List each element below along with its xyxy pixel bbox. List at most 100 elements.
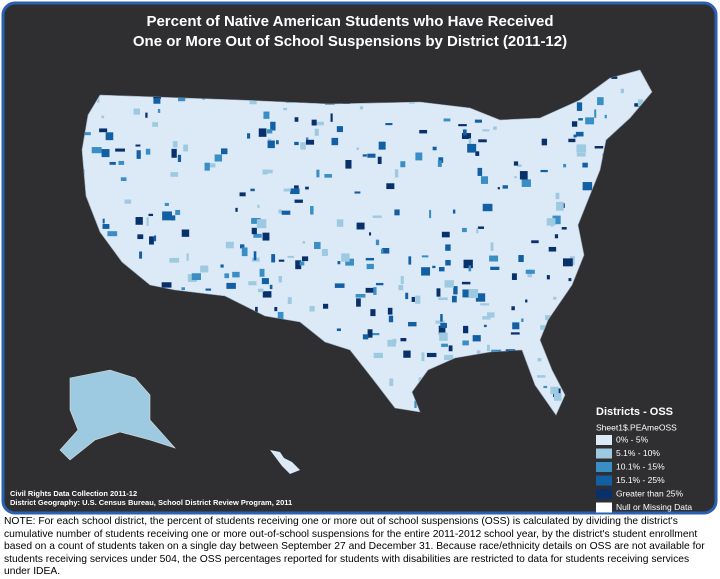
district-patch	[381, 248, 384, 254]
district-patch	[257, 288, 264, 293]
legend-swatch	[596, 502, 612, 513]
district-patch	[239, 192, 246, 197]
district-patch	[555, 192, 560, 200]
district-patch	[365, 257, 375, 261]
district-patch	[115, 148, 125, 152]
district-patch	[637, 99, 644, 107]
district-patch	[441, 343, 448, 347]
district-patch	[472, 335, 481, 342]
district-patch	[261, 278, 269, 285]
district-patch	[152, 122, 159, 127]
district-patch	[321, 249, 328, 256]
district-patch	[483, 324, 487, 328]
district-patch	[102, 218, 105, 224]
district-patch	[525, 269, 535, 274]
alaska	[59, 369, 176, 461]
district-patch	[263, 111, 270, 119]
district-patch	[594, 146, 604, 149]
district-patch	[365, 287, 376, 293]
district-patch	[502, 185, 508, 189]
district-patch	[477, 226, 485, 229]
district-patch	[232, 271, 240, 278]
district-patch	[278, 275, 283, 283]
title-line: One or More Out of School Suspensions by…	[133, 33, 567, 50]
district-patch	[585, 117, 595, 125]
district-patch	[118, 160, 125, 165]
district-patch	[135, 217, 143, 225]
legend-label: 10.1% - 15%	[616, 461, 665, 471]
district-patch	[220, 148, 228, 155]
district-patch	[468, 288, 479, 298]
district-patch	[277, 311, 284, 321]
district-patch	[438, 157, 444, 163]
district-patch	[359, 106, 364, 110]
legend-title: Districts - OSS	[596, 406, 673, 418]
legend-swatch	[596, 462, 612, 472]
district-patch	[207, 163, 216, 168]
district-patch	[302, 241, 306, 244]
district-patch	[287, 297, 292, 305]
district-patch	[525, 299, 528, 303]
district-patch	[262, 232, 270, 241]
district-patch	[169, 257, 180, 263]
source-line: District Geography: U.S. Census Bureau, …	[10, 498, 292, 507]
source-line: Civil Rights Data Collection 2011-12	[10, 489, 137, 498]
district-patch	[576, 144, 587, 153]
district-patch	[440, 314, 443, 322]
district-patch	[467, 143, 477, 153]
district-patch	[554, 393, 562, 401]
district-patch	[373, 287, 377, 295]
district-patch	[97, 96, 100, 103]
district-patch	[276, 140, 279, 145]
district-patch	[497, 187, 500, 190]
district-patch	[462, 340, 469, 346]
district-patch	[556, 201, 564, 211]
district-patch	[537, 358, 542, 362]
district-patch	[262, 291, 272, 298]
district-patch	[101, 149, 110, 158]
district-patch	[458, 124, 467, 127]
district-patch	[546, 275, 550, 280]
district-patch	[316, 169, 320, 178]
district-patch	[394, 209, 400, 216]
district-patch	[392, 338, 397, 344]
district-patch	[377, 156, 382, 165]
district-patch	[439, 332, 448, 341]
district-patch	[305, 139, 315, 145]
district-patch	[372, 215, 382, 218]
district-patch	[267, 129, 273, 134]
note: NOTE: For each school district, the perc…	[4, 516, 705, 577]
district-patch	[314, 241, 321, 249]
district-patch	[441, 231, 450, 238]
district-patch	[493, 126, 497, 130]
district-patch	[309, 306, 315, 312]
district-patch	[331, 137, 339, 146]
district-patch	[224, 273, 230, 279]
district-patch	[356, 222, 365, 230]
district-patch	[463, 325, 469, 334]
district-patch	[257, 204, 260, 209]
district-patch	[148, 213, 154, 217]
district-patch	[563, 163, 567, 168]
district-patch	[553, 296, 557, 300]
district-patch	[482, 203, 493, 212]
district-patch	[84, 132, 91, 136]
district-patch	[400, 337, 407, 342]
district-patch	[461, 133, 472, 139]
district-patch	[594, 109, 597, 118]
district-patch	[181, 229, 190, 237]
district-patch	[226, 282, 236, 289]
district-patch	[259, 268, 265, 277]
district-patch	[91, 147, 102, 154]
district-patch	[573, 134, 577, 138]
district-patch	[356, 147, 359, 151]
district-patch	[183, 144, 189, 152]
district-patch	[578, 118, 583, 121]
district-patch	[253, 251, 257, 261]
district-patch	[562, 258, 573, 267]
district-patch	[386, 183, 395, 190]
district-patch	[105, 132, 114, 141]
district-patch	[398, 284, 404, 291]
legend-field: Sheet1$.PEAmeOSS	[596, 422, 677, 432]
district-patch	[345, 258, 354, 266]
